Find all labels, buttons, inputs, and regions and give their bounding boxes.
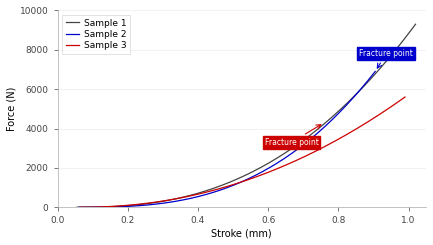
Legend: Sample 1, Sample 2, Sample 3: Sample 1, Sample 2, Sample 3 — [62, 15, 130, 54]
Text: Fracture point: Fracture point — [265, 125, 321, 147]
Sample 3 — [351, 129, 356, 132]
Sample 1 — [74, 206, 79, 209]
Sample 3 — [402, 96, 407, 98]
Sample 1 — [281, 152, 287, 155]
Sample 2 — [252, 174, 258, 177]
Sample 2 — [345, 103, 350, 106]
Sample 2 — [326, 122, 331, 125]
Sample 1 — [75, 206, 81, 209]
Line: Sample 3: Sample 3 — [80, 97, 405, 207]
Sample 2 — [252, 174, 257, 177]
Sample 1 — [276, 156, 281, 159]
Sample 3 — [271, 169, 276, 172]
Line: Sample 2: Sample 2 — [78, 72, 375, 207]
Sample 3 — [79, 206, 84, 209]
Sample 2 — [76, 206, 81, 209]
Sample 3 — [372, 116, 377, 119]
Sample 3 — [276, 166, 281, 169]
Sample 1 — [381, 63, 386, 66]
Sample 1 — [413, 23, 418, 26]
Sample 2 — [258, 172, 263, 174]
Sample 2 — [372, 70, 378, 73]
Sample 2 — [77, 206, 82, 209]
X-axis label: Stroke (mm): Stroke (mm) — [211, 228, 272, 238]
Sample 1 — [275, 156, 280, 159]
Line: Sample 1: Sample 1 — [77, 24, 416, 207]
Sample 3 — [270, 169, 275, 172]
Sample 1 — [360, 86, 365, 89]
Text: Fracture point: Fracture point — [359, 49, 413, 68]
Sample 3 — [78, 206, 83, 209]
Y-axis label: Force (N): Force (N) — [7, 87, 17, 131]
